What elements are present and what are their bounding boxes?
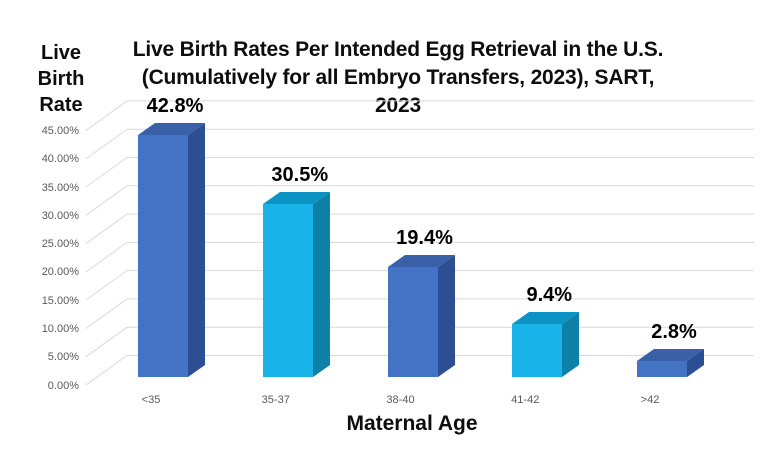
y-tick-label: 10.00% (41, 322, 79, 335)
bar-front-face (262, 204, 313, 377)
bar-front-face (387, 267, 438, 377)
bar-data-label: 9.4% (526, 283, 573, 306)
x-category-label: 35-37 (261, 394, 290, 406)
bar-side-face (188, 122, 205, 377)
bar-data-label: 19.4% (396, 227, 453, 250)
chart-title-line1: Live Birth Rates Per Intended Egg Retrie… (132, 38, 664, 61)
bar-data-label: 2.8% (651, 321, 697, 344)
x-category-label: >42 (640, 394, 660, 406)
bar-front-face (512, 323, 563, 377)
x-category-label: 41-42 (511, 394, 540, 406)
y-tick-label: 0.00% (47, 379, 79, 392)
y-tick-label: 20.00% (41, 266, 79, 279)
y-tick-label: 30.00% (41, 209, 79, 222)
y-axis-title: Live Birth Rate (37, 42, 85, 116)
y-tick-label: 40.00% (41, 153, 79, 166)
gridline-side-segment (85, 100, 128, 131)
y-tick-label: 15.00% (41, 294, 79, 307)
gridline-side-segment (85, 185, 128, 216)
gridline-side-segment (85, 128, 128, 160)
bar-front-face (138, 134, 188, 377)
gridline-side-segment (85, 355, 128, 386)
y-tick-label: 5.00% (47, 351, 79, 364)
x-category-label: 38-40 (386, 394, 415, 406)
gridline-side-segment (85, 326, 128, 358)
y-tick-label: 45.00% (41, 124, 79, 137)
bar-front-face (637, 361, 687, 377)
bar-data-label: 30.5% (271, 164, 329, 187)
bar-data-label: 42.8% (146, 94, 204, 117)
gridline-side-segment (85, 241, 128, 273)
gridline-side-segment (85, 298, 128, 329)
x-axis-title: Maternal Age (346, 412, 478, 435)
chart-title-line2: (Cumulatively for all Embryo Transfers, … (141, 66, 655, 117)
gridline-side-segment (85, 270, 128, 301)
y-tick-label: 25.00% (41, 238, 79, 251)
bar-side-face (437, 255, 455, 377)
chart-title: Live Birth Rates Per Intended Egg Retrie… (128, 36, 668, 120)
y-tick-label: 35.00% (41, 181, 79, 194)
gridline-side-segment (85, 157, 128, 188)
gridline-side-segment (85, 213, 128, 244)
x-category-label: <35 (141, 394, 161, 406)
bar-side-face (312, 192, 330, 377)
